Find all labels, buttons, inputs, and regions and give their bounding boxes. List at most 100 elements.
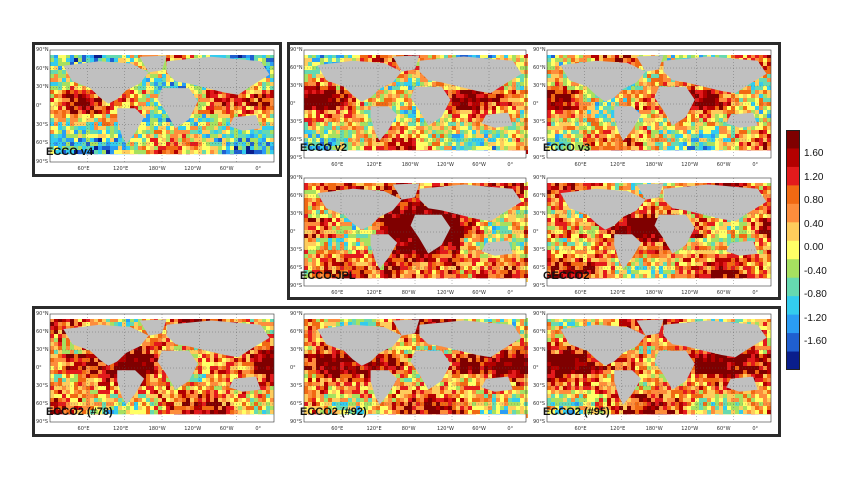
colorbar-segment [786,166,800,186]
land-mask [547,55,771,158]
panel-label: ECCO v4 [46,146,94,158]
colorbar-gradient [786,130,800,370]
lon-tick-label: 60°E [331,426,344,432]
lon-tick-label: 120°W [681,162,699,168]
lon-tick-label: 180°W [401,162,419,168]
lon-tick-label: 60°W [716,290,731,296]
map-panel-gecco2: 90°N 60°N 30°N 0° 30°S 60°S 90°S 60°E 120°E 180°W… [533,174,775,296]
colorbar-tick-label: 0.80 [804,195,824,206]
ssh-trend-map [546,177,772,287]
colorbar-segment [786,222,800,242]
lon-tick-label: 60°W [472,290,486,296]
lat-tick-label: 30°S [290,119,303,125]
lat-tick-label: 90°S [36,419,49,425]
lon-tick-label: 120°E [610,162,626,168]
lat-tick-label: 60°S [533,401,546,407]
lat-tick-label: 60°N [533,193,546,199]
lon-tick-label: 80°W [401,290,416,296]
colorbar-segment [786,203,800,223]
land-mask [304,55,526,158]
panel-label: GECCO2 [543,270,590,282]
lon-tick-label: 180°W [148,426,166,432]
lat-tick-label: 30°S [290,247,303,253]
lon-tick-label: 180°W [645,426,663,432]
lon-tick-label: 0° [507,290,514,296]
ssh-trend-map [303,313,528,423]
ssh-trend-map [546,313,772,423]
map-panel-ecco2-78: 90°N 60°N 30°N 0° 30°S 60°S 90°S 60°E 120°E 180°W… [36,310,278,432]
lon-tick-label: 120°E [366,426,382,432]
colorbar-tick-label: 1.20 [804,171,824,183]
lat-tick-label: 30°S [533,247,546,253]
trend-field [50,54,274,158]
panel-label: ECCO2 (#78) [46,406,113,418]
lon-tick-label: 0° [255,166,262,172]
land-mask [50,55,274,162]
ssh-trend-map [49,49,275,163]
lon-tick-label: 120°W [436,426,454,432]
lat-tick-label: 90°S [290,419,303,425]
lon-tick-label: 60°E [331,162,344,168]
lat-tick-label: 0° [290,101,296,107]
land-mask [547,183,771,286]
lat-tick-label: 90°S [290,155,303,161]
lat-tick-label: 30°S [36,383,49,389]
lon-tick-label: 0° [752,290,759,296]
lon-tick-label: 0° [507,426,514,432]
lon-tick-label: 180°W [645,162,663,168]
lon-tick-label: 120°E [366,162,382,168]
map-panel-ecco-jpl: 90°N 60°N 30°N 0° 30°S 60°S 90°S 60°E 120°E 80°W 1… [290,174,530,296]
lat-tick-label: 0° [533,229,539,235]
lon-tick-label: 60°E [77,426,90,432]
colorbar-segment [786,296,800,316]
lon-tick-label: 60°W [716,162,731,168]
colorbar-segment [786,148,800,168]
lat-tick-label: 60°S [290,265,303,271]
colorbar-tick-label: -1.60 [804,336,827,347]
lat-tick-label: 60°N [290,65,303,71]
panel-label: ECCO v2 [300,142,348,154]
colorbar-tick-label: 1.60 [804,148,824,159]
lon-tick-label: 120°W [681,426,699,432]
colorbar-segment [786,333,800,353]
lat-tick-label: 30°N [533,347,546,353]
lat-tick-label: 30°S [290,383,303,389]
lon-tick-label: 120°E [610,426,626,432]
lon-tick-label: 60°W [472,426,486,432]
colorbar-segment [786,314,800,334]
lon-tick-label: 0° [255,426,262,432]
lat-tick-label: 0° [290,229,296,235]
ssh-trend-map [49,313,275,423]
map-panel-ecco2-95: 90°N 60°N 30°N 0° 30°S 60°S 90°S 60°E 120°E 180°W… [533,310,775,432]
lat-tick-label: 30°N [36,84,49,91]
lon-tick-label: 120°E [610,290,626,296]
lon-tick-label: 120°W [184,426,202,432]
colorbar: 1.60 1.20 0.80 0.40 0.00 -0.40 -0.80 -1.20 -1.60 [786,130,856,370]
lat-tick-label: 90°N [36,47,49,53]
lon-tick-label: 120°W [681,290,699,296]
land-mask [304,319,526,422]
lat-tick-label: 30°N [290,211,303,217]
lat-tick-label: 30°N [36,347,49,353]
lon-tick-label: 60°E [331,290,344,296]
lat-tick-label: 90°N [36,311,49,317]
lat-tick-label: 90°N [533,175,546,181]
colorbar-tick-label: 0.00 [804,242,824,253]
map-panel-ecco-v2: 90°N 60°N 30°N 0° 30°S 60°S 90°S 60°E 120°E 180°W… [290,46,530,168]
lat-tick-label: 30°N [290,83,303,89]
colorbar-segment [786,277,800,297]
lat-tick-label: 30°N [290,347,303,353]
lat-tick-label: 0° [533,365,539,371]
panel-label: ECCO-JPL [300,270,356,282]
lon-tick-label: 120°W [436,162,454,168]
colorbar-tick-label: -1.20 [804,312,827,324]
lat-tick-label: 90°N [290,175,303,181]
lat-tick-label: 90°S [533,283,546,289]
land-mask [50,319,274,422]
colorbar-tick-label: 0.40 [804,218,824,230]
map-panel-ecco-v3: 90°N 60°N 30°N 0° 30°S 60°S 90°S 60°E 120°E 180°W… [533,46,775,168]
lat-tick-label: 90°S [36,159,49,165]
lat-tick-label: 60°S [290,137,303,143]
lat-tick-label: 60°N [36,65,49,72]
lat-tick-label: 0° [36,103,42,109]
